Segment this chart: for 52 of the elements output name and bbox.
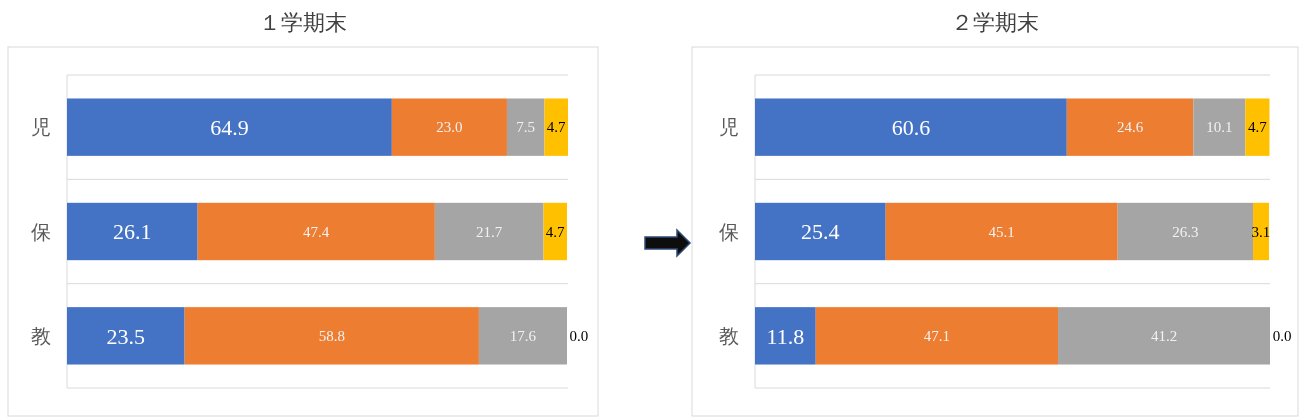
bar [67, 98, 392, 156]
data-label: 23.5 [106, 323, 146, 349]
data-label: 25.4 [801, 219, 840, 245]
data-label: 47.4 [303, 223, 330, 240]
chart-title: １学期末 [259, 9, 347, 35]
data-label: 0.0 [1272, 328, 1292, 345]
bar [543, 202, 567, 261]
bar [1193, 98, 1246, 156]
y-tick-label: 保 [719, 220, 739, 243]
data-label: 4.7 [545, 223, 566, 240]
bar [506, 98, 545, 156]
y-tick-label: 児 [31, 116, 51, 139]
bar [544, 98, 568, 156]
data-label: 45.1 [988, 223, 1015, 240]
data-label: 21.7 [476, 223, 503, 240]
bar [67, 307, 185, 365]
data-label: 26.3 [1172, 223, 1199, 240]
bar [434, 202, 544, 261]
data-label: 60.6 [891, 114, 931, 140]
y-tick-label: 教 [31, 324, 51, 347]
y-tick-label: 教 [719, 324, 739, 347]
data-label: 0.0 [569, 328, 589, 345]
bar [1058, 307, 1270, 365]
data-label: 58.8 [318, 328, 345, 345]
data-label: 17.6 [509, 328, 537, 345]
data-label: 11.8 [766, 323, 805, 349]
data-label: 41.2 [1150, 328, 1178, 345]
y-tick-label: 保 [31, 220, 51, 243]
bar [391, 98, 507, 156]
data-label: 24.6 [1116, 119, 1144, 136]
bar [755, 98, 1067, 156]
data-label: 10.1 [1206, 119, 1233, 136]
bar [1117, 202, 1254, 261]
bar [197, 202, 435, 261]
bar [184, 307, 479, 365]
bar [815, 307, 1059, 365]
chart-title: ２学期末 [951, 9, 1039, 35]
y-tick-label: 児 [719, 116, 739, 139]
data-label: 7.5 [516, 119, 536, 136]
bar [67, 202, 198, 261]
bar [755, 307, 816, 365]
data-label: 4.7 [1248, 119, 1268, 136]
bar [1066, 98, 1194, 156]
data-label: 26.1 [113, 219, 152, 245]
bar [755, 202, 886, 261]
data-label: 64.9 [210, 114, 249, 140]
bar [478, 307, 567, 365]
bar [1245, 98, 1270, 156]
data-label: 4.7 [546, 119, 567, 136]
data-label: 23.0 [436, 119, 463, 136]
bar [885, 202, 1118, 261]
data-label: 47.1 [923, 328, 950, 345]
